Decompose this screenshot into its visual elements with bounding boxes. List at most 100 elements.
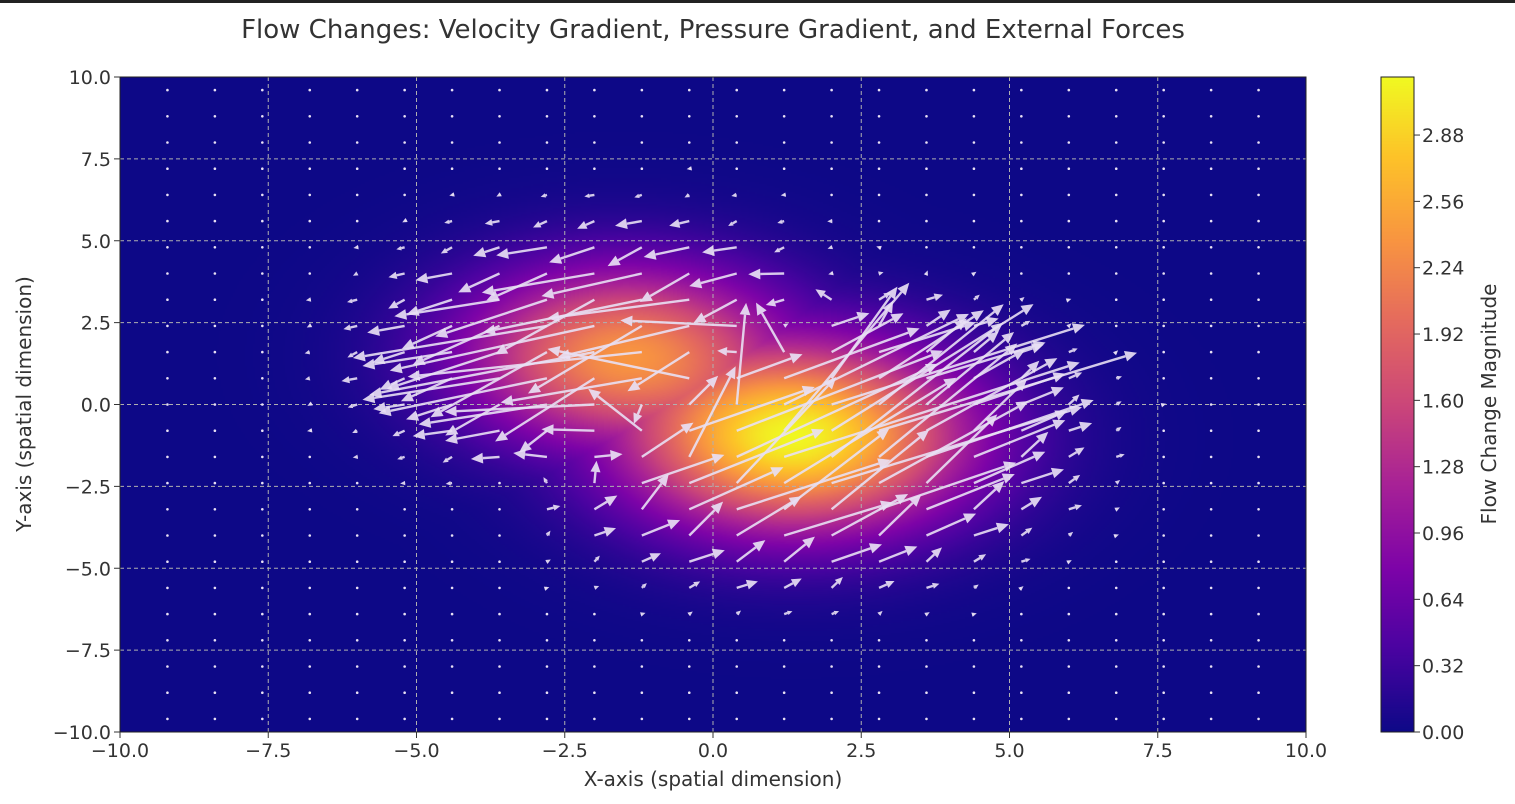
quiver-arrow [1065, 298, 1072, 303]
quiver-arrow [261, 115, 264, 118]
quiver-arrow-head [883, 292, 891, 299]
quiver-arrow-dot [830, 115, 833, 118]
quiver-arrow-shaft [1068, 374, 1076, 380]
quiver-arrow-head [1071, 394, 1080, 402]
quiver-arrow-head [735, 610, 742, 616]
quiver-arrow [355, 508, 359, 511]
x-tick-label: −10.0 [91, 740, 149, 762]
quiver-arrow [450, 691, 454, 694]
quiver-arrow [389, 324, 595, 374]
quiver-arrow [1067, 88, 1071, 92]
quiver-arrow-shaft [1068, 506, 1076, 511]
quiver-arrow [1209, 508, 1213, 511]
quiver-arrow [533, 220, 548, 228]
quiver-arrow-dot [1162, 377, 1165, 380]
quiver-arrow-dot [1209, 481, 1213, 485]
quiver-arrow [688, 375, 719, 406]
quiver-arrow-shaft [1020, 530, 1028, 537]
quiver-arrow-head [397, 455, 403, 460]
quiver-arrow-head [1066, 361, 1080, 372]
quiver-arrow-dot [545, 141, 549, 144]
quiver-arrow [166, 691, 169, 694]
quiver-arrow [1209, 246, 1213, 249]
quiver-arrow-dot [925, 665, 928, 668]
quiver-arrow [830, 88, 833, 92]
quiver-arrow [403, 115, 406, 118]
quiver-arrow-head [962, 513, 977, 524]
quiver-arrow-dot [213, 481, 217, 485]
quiver-arrow-dot [1067, 717, 1071, 721]
quiver-arrow-dot [403, 508, 406, 511]
quiver-arrow-dot [261, 88, 264, 92]
quiver-arrow-head [435, 327, 449, 338]
quiver-arrow-dot [1020, 717, 1023, 721]
quiver-arrows [166, 88, 1260, 721]
quiver-arrow [925, 717, 928, 721]
quiver-arrow-shaft [736, 583, 748, 590]
quiver-arrow-dot [1067, 665, 1071, 668]
quiver-arrow [347, 298, 358, 304]
quiver-arrow [308, 193, 312, 197]
quiver-arrow-head [402, 218, 408, 223]
quiver-arrow-dot [261, 167, 264, 170]
quiver-arrow-dot [1162, 219, 1165, 223]
quiver-arrow-head [1050, 386, 1064, 397]
quiver-arrow [1114, 88, 1118, 92]
quiver-arrow-dot [782, 691, 786, 694]
quiver-arrow [355, 481, 359, 485]
quiver-arrow [1067, 612, 1071, 616]
quiver-arrow-dot [261, 429, 264, 433]
quiver-arrow-dot [355, 639, 359, 642]
quiver-arrow-shaft [1068, 425, 1082, 432]
quiver-arrow [972, 193, 976, 197]
quiver-arrow [261, 560, 264, 563]
quiver-arrow [1114, 691, 1118, 694]
quiver-arrow [341, 376, 358, 384]
quiver-arrow-shaft [424, 429, 453, 436]
quiver-arrow [352, 454, 358, 460]
quiver-arrow-dot [782, 639, 786, 642]
quiver-arrow [1257, 586, 1260, 590]
quiver-arrow [1114, 167, 1118, 170]
quiver-arrow-dot [308, 193, 312, 197]
quiver-arrow-shaft [878, 549, 907, 563]
quiver-arrow [166, 141, 169, 144]
quiver-arrow [1209, 481, 1213, 485]
quiver-arrow-dot [1114, 219, 1118, 223]
quiver-arrow [166, 560, 169, 563]
quiver-arrow-head [970, 310, 984, 322]
quiver-arrow-head [973, 584, 979, 590]
quiver-arrow-dot [166, 429, 169, 433]
quiver-arrow [830, 717, 833, 721]
quiver-arrow-dot [1209, 141, 1213, 144]
quiver-arrow-dot [355, 665, 359, 668]
quiver-arrow-shaft [638, 193, 643, 197]
quiver-arrow-dot [782, 141, 786, 144]
quiver-arrow [355, 193, 359, 197]
quiver-arrow [498, 88, 501, 92]
quiver-arrow [1067, 717, 1071, 721]
quiver-arrow-head [527, 382, 542, 394]
quiver-arrow [1068, 447, 1085, 458]
quiver-arrow [687, 611, 693, 617]
quiver-arrow-head [304, 376, 311, 381]
quiver-arrow-shaft [456, 403, 595, 413]
quiver-arrow-dot [735, 665, 739, 668]
quiver-arrow-dot [261, 717, 264, 721]
quiver-arrow-dot [545, 639, 549, 642]
quiver-arrow-dot [782, 717, 786, 721]
quiver-arrow-head [543, 477, 548, 483]
quiver-arrow-shaft [524, 453, 548, 459]
quiver-arrow [765, 298, 785, 307]
quiver-arrow [367, 324, 405, 336]
quiver-arrow-head [1050, 467, 1064, 479]
quiver-arrow [450, 560, 454, 563]
colorbar-tick-label: 0.64 [1422, 589, 1464, 611]
quiver-arrow-head [752, 540, 766, 552]
quiver-arrow [308, 560, 312, 563]
quiver-arrow [498, 560, 501, 563]
quiver-arrow-dot [687, 665, 691, 668]
quiver-arrow-shaft [1020, 322, 1027, 327]
quiver-arrow-shaft [1020, 347, 1034, 354]
quiver-arrow [401, 324, 453, 349]
